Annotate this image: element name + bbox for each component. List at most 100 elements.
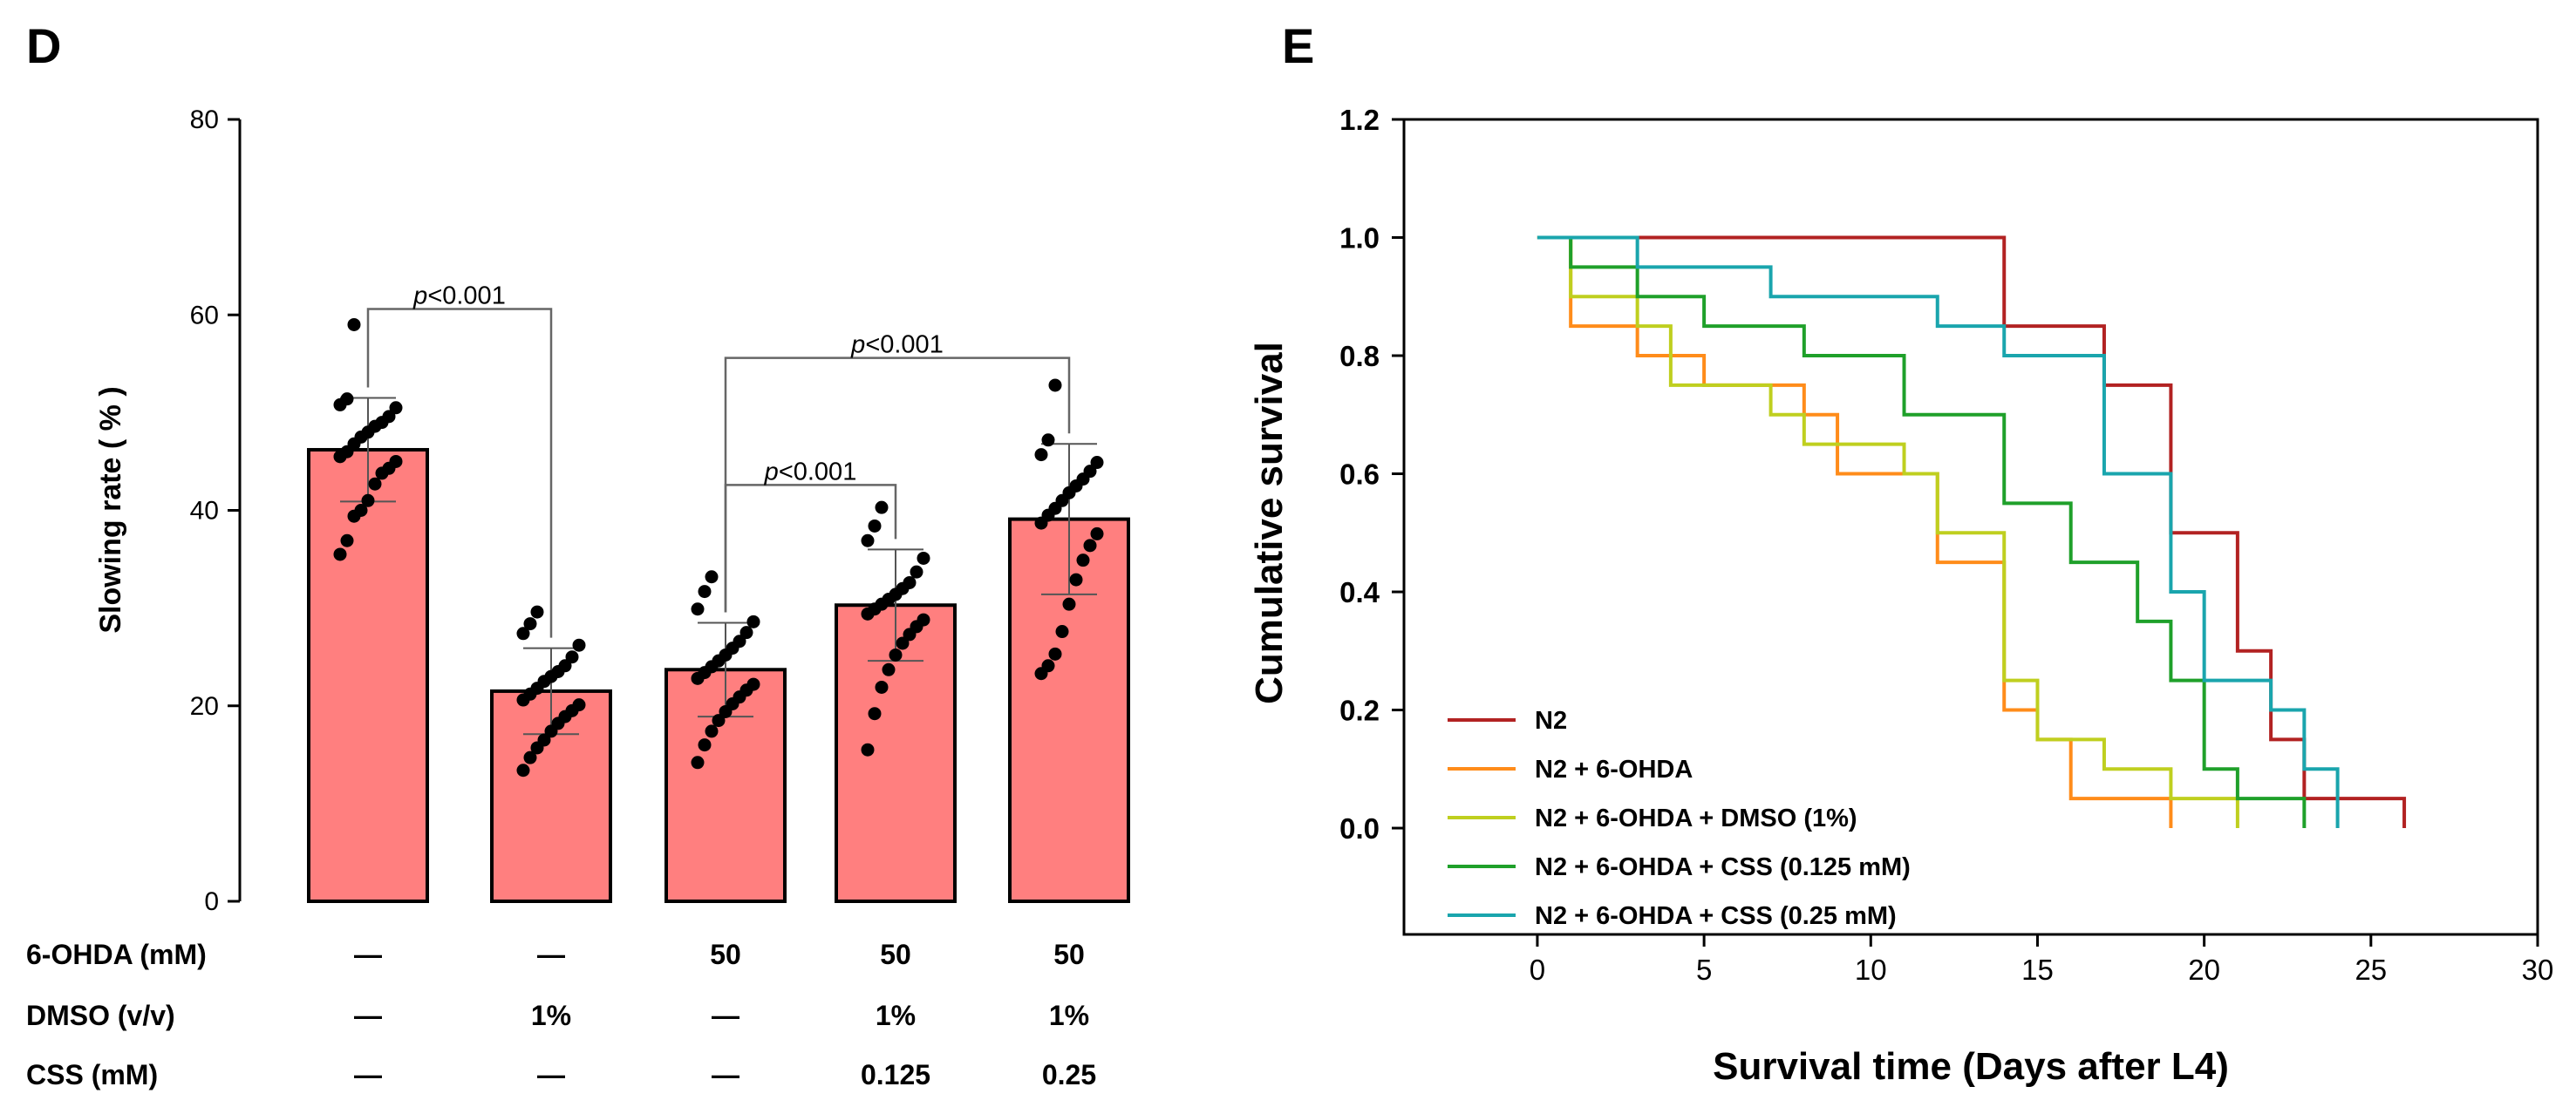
chart-d-condition-value: 1% — [876, 1000, 916, 1031]
chart-d-condition-value: — — [354, 939, 382, 970]
chart-d-data-point — [698, 738, 712, 752]
chart-e-x-tick-label: 0 — [1530, 954, 1545, 986]
chart-d-data-point — [1048, 647, 1062, 661]
chart-d-data-point — [516, 764, 530, 778]
chart-d-data-point — [333, 450, 347, 464]
chart-e-y-tick-label: 0.2 — [1339, 695, 1380, 727]
chart-d-y-ticks: 0 20 40 60 80 — [190, 105, 240, 916]
chart-d-data-point — [861, 533, 875, 547]
chart-e-plot-frame — [1402, 118, 2539, 936]
chart-d-data-point — [572, 638, 586, 652]
chart-d-condition-table: 6-OHDA (mM) — — 50 50 50 DMSO (v/v) — 1% — 1% 1% CSS… — [26, 939, 1096, 1090]
chart-d-data-point — [1034, 448, 1048, 462]
chart-d-data-point — [868, 707, 882, 721]
chart-d-data-point — [1076, 554, 1090, 567]
chart-d-data-point — [739, 626, 753, 640]
chart-e-x-tick-label: 15 — [2021, 954, 2054, 986]
chart-e-series — [1537, 235, 2407, 829]
chart-d-data-point — [875, 680, 889, 694]
chart-d-data-point — [1062, 597, 1076, 611]
chart-d-condition-value: 0.125 — [861, 1059, 930, 1090]
chart-d-condition-value: — — [354, 1000, 382, 1031]
chart-d-bars — [307, 317, 1130, 904]
chart-e-legend-label: N2 — [1535, 707, 1567, 735]
chart-d-bar — [307, 447, 429, 903]
chart-d-data-point — [565, 650, 579, 664]
chart-d-condition-value: — — [712, 1059, 739, 1090]
chart-e-y-tick-label: 0.6 — [1339, 458, 1380, 491]
chart-e-y-tick-label: 1.0 — [1339, 222, 1380, 255]
panel-label-d: D — [26, 18, 61, 73]
chart-d-comparison-bracket — [724, 484, 897, 613]
chart-d-data-point — [389, 401, 403, 415]
chart-d-data-point — [882, 662, 896, 676]
chart-d-data-point — [361, 493, 375, 507]
chart-d-data-point — [516, 693, 530, 707]
chart-d-p-value-label: p<0.001 — [412, 282, 506, 310]
chart-d-data-point — [1090, 526, 1104, 540]
chart-d-comparison-bracket — [366, 308, 553, 638]
chart-d-condition-value: 0.25 — [1042, 1059, 1096, 1090]
chart-d-data-point — [530, 605, 544, 619]
chart-e-x-tick-label: 30 — [2522, 954, 2554, 986]
chart-d-data-point — [347, 509, 361, 523]
chart-e-legend-label: N2 + 6-OHDA + CSS (0.125 mM) — [1535, 853, 1911, 881]
chart-d-data-point — [712, 714, 726, 728]
chart-d-data-point — [1069, 573, 1083, 587]
chart-d-condition-value: — — [712, 1000, 739, 1031]
chart-d-condition-value: 1% — [531, 1000, 571, 1031]
chart-e-series-line — [1537, 235, 2239, 829]
survival-curve-chart: 0 5 10 15 20 25 30 0.0 0.2 0.4 0.6 0.8 1.0 1.2 Surviv… — [1248, 104, 2553, 1088]
chart-e-x-tick-label: 5 — [1696, 954, 1712, 986]
chart-d-data-point — [917, 551, 930, 565]
panel-label-e: E — [1282, 18, 1314, 73]
chart-d-data-point — [1034, 516, 1048, 530]
chart-d-data-point — [1090, 456, 1104, 470]
chart-e-legend-label: N2 + 6-OHDA + DMSO (1%) — [1535, 805, 1857, 832]
chart-d-data-point — [698, 585, 712, 599]
chart-d-data-point — [1041, 433, 1055, 447]
chart-d-data-point — [516, 627, 530, 641]
chart-d-data-point — [896, 636, 910, 650]
chart-e-y-tick-label: 0.8 — [1339, 340, 1380, 372]
chart-e-legend-label: N2 + 6-OHDA + CSS (0.25 mM) — [1535, 902, 1897, 930]
chart-d-condition-value: 50 — [880, 939, 911, 970]
chart-d-data-point — [861, 607, 875, 621]
chart-d-data-point — [910, 565, 923, 579]
chart-d-data-point — [746, 615, 760, 628]
chart-e-x-tick-label: 20 — [2188, 954, 2220, 986]
chart-e-series-line — [1537, 235, 2340, 829]
chart-d-data-point — [1055, 625, 1069, 639]
chart-e-x-tick-label: 25 — [2355, 954, 2387, 986]
chart-d-condition-label: CSS (mM) — [26, 1059, 158, 1090]
chart-d-data-point — [523, 750, 537, 764]
chart-e-legend-label: N2 + 6-OHDA — [1535, 756, 1693, 784]
chart-d-y-tick-label: 60 — [190, 301, 219, 329]
chart-e-x-axis-label: Survival time (Days after L4) — [1713, 1045, 2229, 1088]
chart-d-data-point — [889, 648, 903, 662]
chart-d-data-point — [875, 500, 889, 514]
chart-d-data-point — [1034, 667, 1048, 681]
chart-d-y-tick-label: 20 — [190, 692, 219, 721]
chart-d-data-point — [861, 743, 875, 757]
chart-d-data-point — [691, 671, 705, 685]
chart-d-data-point — [333, 397, 347, 411]
chart-d-data-point — [340, 533, 354, 547]
chart-d-data-point — [719, 704, 733, 718]
chart-e-x-tick-label: 10 — [1855, 954, 1887, 986]
chart-e-ticks: 0 5 10 15 20 25 30 0.0 0.2 0.4 0.6 0.8 1.0 1.2 — [1339, 104, 2553, 986]
chart-e-series-line — [1537, 235, 2307, 829]
chart-d-data-point — [523, 617, 537, 631]
chart-d-comparisons: p<0.001 p<0.001 p<0.001 — [366, 282, 1071, 638]
chart-d-condition-value: — — [537, 939, 565, 970]
chart-d-condition-value: — — [537, 1059, 565, 1090]
chart-d-y-tick-label: 40 — [190, 497, 219, 526]
chart-d-y-tick-label: 80 — [190, 105, 219, 134]
chart-d-data-point — [544, 724, 558, 738]
chart-d-data-point — [368, 477, 382, 491]
chart-d-condition-value: — — [354, 1059, 382, 1090]
chart-d-data-point — [705, 724, 719, 738]
chart-e-y-tick-label: 0.4 — [1339, 576, 1380, 608]
chart-d-condition-label: 6-OHDA (mM) — [26, 939, 207, 970]
